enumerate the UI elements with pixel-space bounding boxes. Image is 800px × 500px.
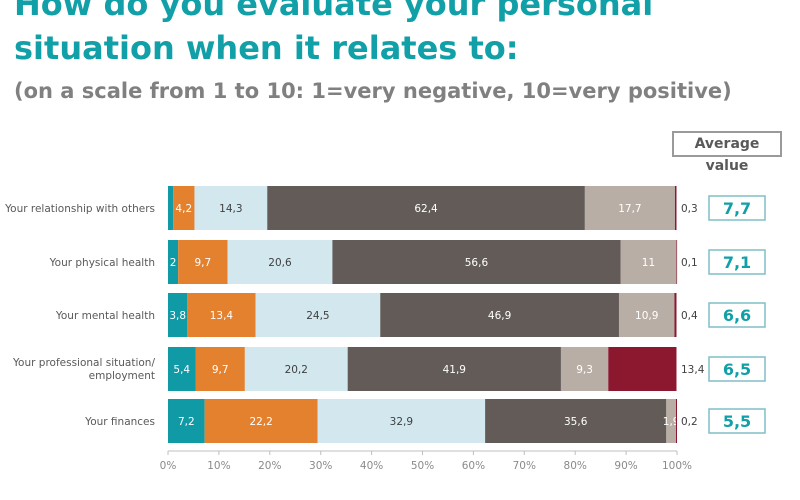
bar-segment xyxy=(168,240,179,284)
bar-segment xyxy=(618,293,675,337)
bar-segment xyxy=(187,293,256,337)
bar-segment xyxy=(485,399,667,443)
data-label: 0,4 xyxy=(681,310,698,322)
bar-segment xyxy=(674,293,677,337)
data-label: 32,9 xyxy=(390,416,413,428)
bar-segment xyxy=(255,293,381,337)
data-label: 7,2 xyxy=(178,416,195,428)
bar-segment xyxy=(380,293,619,337)
data-label: 35,6 xyxy=(564,416,588,428)
bar-segment xyxy=(173,186,195,230)
category-label: Your relationship with others xyxy=(4,203,155,215)
x-tick-label: 30% xyxy=(309,460,332,472)
data-label: 2 xyxy=(170,257,177,269)
data-label: 0,3 xyxy=(681,203,698,215)
data-label: 0,2 xyxy=(681,416,698,428)
bar-segment xyxy=(204,399,318,443)
bar-segment xyxy=(676,240,678,284)
bar-segment xyxy=(168,186,174,230)
data-label: 3,8 xyxy=(169,310,186,322)
category-label: Your finances xyxy=(84,416,155,428)
bar-segment xyxy=(666,399,676,443)
average-value: 6,5 xyxy=(723,360,751,379)
data-label: 56,6 xyxy=(465,257,489,269)
average-value: 5,5 xyxy=(723,412,751,431)
category-label: Your professional situation/employment xyxy=(12,357,155,382)
average-value: 6,6 xyxy=(723,306,751,325)
x-tick-label: 0% xyxy=(160,460,177,472)
bar-segment xyxy=(560,347,609,391)
bar-segment xyxy=(674,186,677,230)
category-label: Your mental health xyxy=(55,310,155,322)
x-tick-label: 60% xyxy=(462,460,485,472)
bar-segment xyxy=(332,240,621,284)
data-label: 41,9 xyxy=(443,364,466,376)
data-label: 46,9 xyxy=(488,310,511,322)
data-label: 22,2 xyxy=(249,416,272,428)
data-label: 20,2 xyxy=(285,364,308,376)
x-tick-label: 70% xyxy=(513,460,536,472)
bar-segment xyxy=(675,399,677,443)
bar-segment xyxy=(317,399,486,443)
x-tick-label: 50% xyxy=(411,460,434,472)
data-label: 5,4 xyxy=(173,364,190,376)
x-tick-label: 10% xyxy=(207,460,230,472)
bar-segment xyxy=(168,399,205,443)
bar-segment xyxy=(178,240,228,284)
bar-segment xyxy=(244,347,348,391)
data-label: 20,6 xyxy=(268,257,292,269)
x-tick-label: 100% xyxy=(662,460,692,472)
data-label: 17,7 xyxy=(618,203,641,215)
category-label: Your physical health xyxy=(49,257,155,269)
data-label: 11 xyxy=(642,257,655,269)
data-label: 14,3 xyxy=(219,203,242,215)
bar-segment xyxy=(195,347,245,391)
average-value: 7,7 xyxy=(723,199,751,218)
data-label: 13,4 xyxy=(210,310,234,322)
data-label: 1,9 xyxy=(663,416,680,428)
bar-segment xyxy=(584,186,675,230)
average-value-box xyxy=(708,249,766,275)
bar-segment xyxy=(620,240,677,284)
bar-segment xyxy=(347,347,561,391)
bar-segment xyxy=(168,293,188,337)
data-label: 9,7 xyxy=(195,257,212,269)
data-label: 4,2 xyxy=(175,203,192,215)
data-label: 10,9 xyxy=(635,310,658,322)
chart-subtitle: (on a scale from 1 to 10: 1=very negativ… xyxy=(14,79,732,103)
data-label: 13,4 xyxy=(681,364,705,376)
bar-segment xyxy=(608,347,677,391)
average-value-box xyxy=(708,356,766,382)
data-label: 9,7 xyxy=(212,364,229,376)
bar-segment xyxy=(168,347,196,391)
average-value-header: Average value xyxy=(672,131,782,174)
data-label: 0,1 xyxy=(681,257,698,269)
data-label: 9,3 xyxy=(576,364,593,376)
bar-segment xyxy=(227,240,333,284)
average-value-box xyxy=(708,195,766,221)
data-label: 24,5 xyxy=(306,310,329,322)
data-label: 62,4 xyxy=(414,203,438,215)
x-tick-label: 40% xyxy=(360,460,383,472)
average-value-box xyxy=(708,408,766,434)
bar-segment xyxy=(267,186,585,230)
average-value-box xyxy=(708,302,766,328)
chart-title: How do you evaluate your personal situat… xyxy=(14,0,654,67)
x-tick-label: 80% xyxy=(564,460,587,472)
x-tick-label: 90% xyxy=(614,460,637,472)
average-value: 7,1 xyxy=(723,253,751,272)
bar-segment xyxy=(194,186,268,230)
x-tick-label: 20% xyxy=(258,460,281,472)
